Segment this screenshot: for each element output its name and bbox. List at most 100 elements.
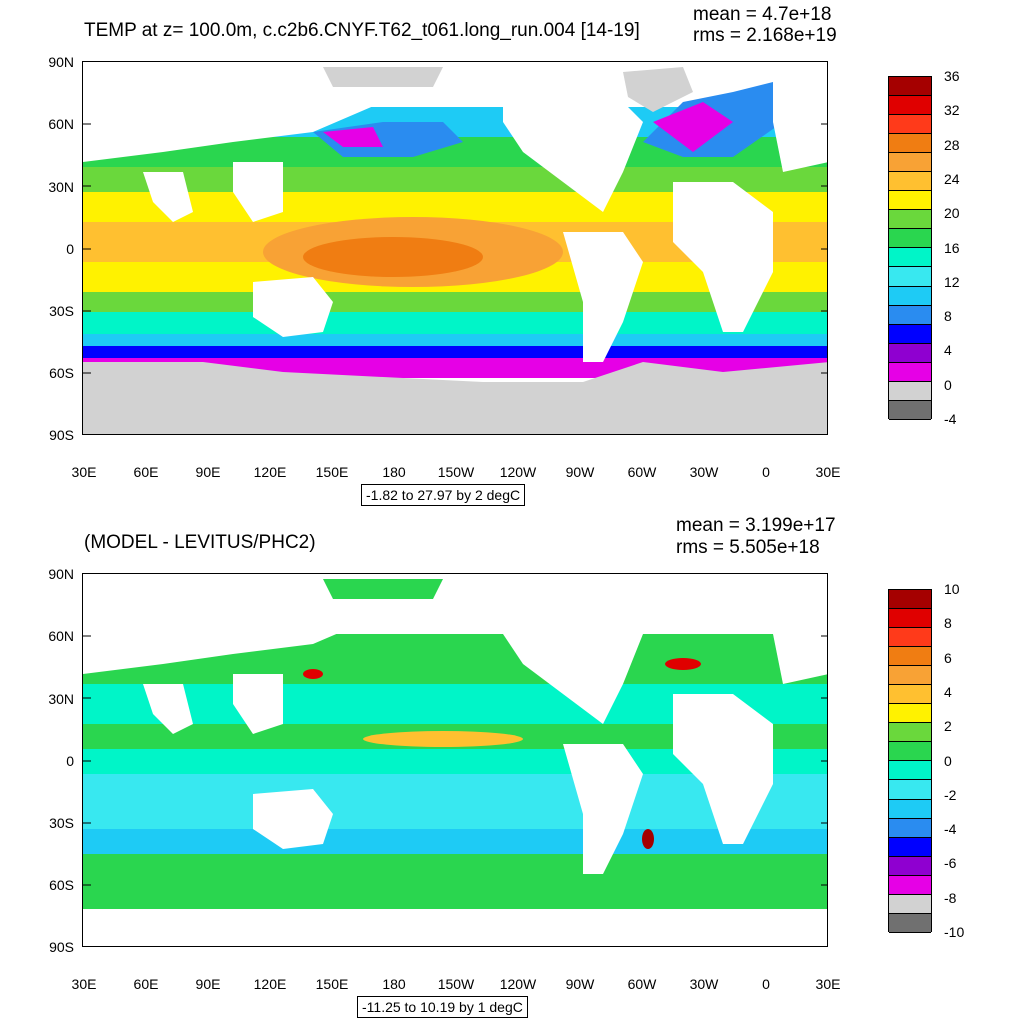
colorbar-cell (889, 362, 931, 382)
lon-label: 30E (71, 976, 97, 992)
lon-label: 120W (499, 976, 537, 992)
colorbar-label: 6 (944, 649, 952, 666)
lon-label: 120E (253, 464, 287, 480)
colorbar-cell (889, 818, 931, 838)
colorbar-cell (889, 172, 931, 192)
lat-label: 0 (66, 753, 74, 769)
lat-label: 90S (49, 939, 74, 955)
colorbar-label: 10 (944, 581, 960, 597)
lon-label: 30E (815, 976, 841, 992)
colorbar-label: 16 (944, 239, 960, 256)
lon-label: 180 (382, 976, 406, 992)
top-panel-title: TEMP at z= 100.0m, c.c2b6.CNYF.T62_t061.… (84, 20, 640, 41)
colorbar-label: 2 (944, 718, 952, 735)
lat-label: 30N (48, 691, 74, 707)
lon-label: 30E (71, 464, 97, 480)
colorbar-label: 0 (944, 752, 952, 769)
top-temperature-map (82, 61, 828, 435)
colorbar-label: 20 (944, 205, 960, 222)
colorbar-cell (889, 723, 931, 743)
lon-label: 90W (565, 464, 595, 480)
bottom-mean-stat: mean = 3.199e+17 (676, 515, 836, 536)
colorbar-cell (889, 381, 931, 401)
lat-label: 30S (49, 303, 74, 319)
top-contour-range-box: -1.82 to 27.97 by 2 degC (361, 484, 526, 506)
colorbar-cell (889, 704, 931, 724)
colorbar-cell (889, 799, 931, 819)
bottom-rms-stat: rms = 5.505e+18 (676, 537, 820, 558)
colorbar-label: -10 (944, 924, 965, 940)
lat-label: 90N (48, 54, 74, 70)
lon-label: 150E (315, 976, 349, 992)
colorbar-cell (889, 837, 931, 857)
lon-label: 90E (195, 976, 221, 992)
top-mean-stat: mean = 4.7e+18 (693, 4, 832, 25)
lon-label: 150W (437, 464, 475, 480)
colorbar-cell (889, 913, 931, 933)
colorbar-cell (889, 286, 931, 306)
lon-label: 90E (195, 464, 221, 480)
colorbar-label: -4 (944, 821, 957, 838)
colorbar-label: 0 (944, 376, 952, 393)
lat-label: 0 (66, 241, 74, 257)
lon-label: 60E (133, 976, 159, 992)
colorbar-label: 24 (944, 170, 960, 187)
colorbar-label: -2 (944, 786, 957, 803)
bottom-panel: (MODEL - LEVITUS/PHC2) mean = 3.199e+17 … (0, 512, 1024, 1024)
lat-label: 90S (49, 427, 74, 443)
bottom-difference-map (82, 573, 828, 947)
colorbar-cell (889, 324, 931, 344)
colorbar-cell (889, 609, 931, 629)
colorbar-cell (889, 305, 931, 325)
colorbar-label: 8 (944, 308, 952, 325)
lon-label: 30W (689, 464, 719, 480)
colorbar-cell (889, 77, 931, 97)
lon-label: 30W (689, 976, 719, 992)
colorbar-cell (889, 742, 931, 762)
lon-label: 90W (565, 976, 595, 992)
lon-label: 150W (437, 976, 475, 992)
colorbar-label: 32 (944, 102, 960, 119)
lat-label: 60N (48, 628, 74, 644)
colorbar-cell (889, 191, 931, 211)
colorbar-cell (889, 647, 931, 667)
top-panel: TEMP at z= 100.0m, c.c2b6.CNYF.T62_t061.… (48, 4, 960, 506)
top-rms-stat: rms = 2.168e+19 (693, 25, 837, 46)
colorbar-label: 12 (944, 273, 960, 290)
colorbar-cell (889, 267, 931, 287)
colorbar-cell (889, 894, 931, 914)
colorbar-cell (889, 343, 931, 363)
colorbar-cell (889, 134, 931, 154)
colorbar-label: 8 (944, 615, 952, 632)
lon-label: 30E (815, 464, 841, 480)
colorbar-cell (889, 115, 931, 135)
colorbar-label: 28 (944, 136, 960, 153)
colorbar-cell (889, 875, 931, 895)
colorbar-cell (889, 685, 931, 705)
colorbar-cell (889, 210, 931, 230)
lon-label: 60E (133, 464, 159, 480)
colorbar-cell (889, 248, 931, 268)
colorbar-cell (889, 153, 931, 173)
colorbar-cell (889, 666, 931, 686)
lat-label: 30N (48, 179, 74, 195)
top-colorbar (888, 76, 932, 420)
bottom-contour-range-box: -11.25 to 10.19 by 1 degC (357, 996, 528, 1018)
lon-label: 120E (253, 976, 287, 992)
lon-label: 60W (627, 464, 657, 480)
lon-label: 60W (627, 976, 657, 992)
colorbar-cell (889, 229, 931, 249)
bottom-panel-title: (MODEL - LEVITUS/PHC2) (84, 532, 316, 553)
colorbar-label: -6 (944, 855, 957, 872)
lat-label: 60S (49, 877, 74, 893)
colorbar-cell (889, 96, 931, 116)
colorbar-cell (889, 400, 931, 420)
lon-label: 120W (499, 464, 537, 480)
lon-label: 0 (762, 464, 770, 480)
colorbar-cell (889, 780, 931, 800)
lon-label: 180 (382, 464, 406, 480)
lat-label: 60S (49, 365, 74, 381)
lat-label: 60N (48, 116, 74, 132)
colorbar-cell (889, 856, 931, 876)
colorbar-label: 36 (944, 68, 960, 84)
